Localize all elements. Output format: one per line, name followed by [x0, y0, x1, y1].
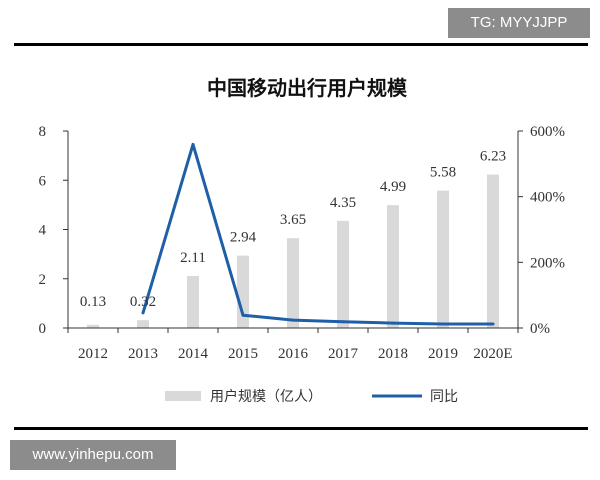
bar-2014 [187, 276, 199, 328]
line-point-2019 [441, 322, 445, 326]
x-tick-label: 2019 [428, 346, 458, 362]
data-label-2013: 0.32 [130, 294, 156, 310]
watermark-bottom: www.yinhepu.com [10, 440, 176, 470]
bar-2013 [137, 320, 149, 328]
x-tick-label: 2013 [128, 346, 158, 362]
bars-group [87, 174, 499, 328]
y-right-tick-label: 400% [530, 190, 565, 206]
x-tick-label: 2020E [473, 346, 512, 362]
line-point-2016 [291, 318, 295, 322]
y-left-tick-label: 4 [39, 223, 47, 239]
data-label-2014: 2.11 [180, 250, 206, 266]
legend-label-line: 同比 [430, 389, 458, 405]
top-rule [14, 43, 588, 46]
line-group [141, 142, 495, 326]
y-right-tick-label: 600% [530, 124, 565, 140]
axes-group: 0 2 4 6 8 0% 200% 400% 600% 2012 2013 2014 2015 2016 2… [39, 124, 566, 362]
y-left-tick-label: 0 [39, 321, 47, 337]
y-left-tick-label: 2 [39, 272, 47, 288]
watermark-top: TG: MYYJJPP [448, 8, 590, 38]
data-label-2019: 5.58 [430, 165, 456, 181]
x-tick-label: 2018 [378, 346, 408, 362]
line-point-2018 [391, 321, 395, 325]
line-point-2015 [241, 313, 245, 317]
line-point-2014 [191, 142, 195, 146]
chart-title: 中国移动出行用户规模 [207, 76, 408, 100]
bar-2016 [287, 238, 299, 328]
x-tick-label: 2017 [328, 346, 359, 362]
data-labels-group: 0.13 0.32 2.11 2.94 3.65 4.35 4.99 5.58 6.23 [80, 149, 506, 310]
line-point-2013 [141, 311, 145, 315]
bar-2015 [237, 255, 249, 328]
legend: 用户规模（亿人） 同比 [165, 388, 458, 405]
y-left-tick-label: 8 [39, 124, 47, 140]
line-point-2020E [491, 322, 495, 326]
data-label-2020E: 6.23 [480, 149, 506, 165]
y-left-tick-label: 6 [39, 173, 47, 189]
bottom-rule [14, 427, 588, 430]
y-right-tick-label: 200% [530, 255, 565, 271]
line-point-2017 [341, 320, 345, 324]
data-label-2015: 2.94 [230, 230, 257, 246]
data-label-2017: 4.35 [330, 195, 356, 211]
bar-2012 [87, 324, 99, 328]
x-tick-label: 2014 [178, 346, 209, 362]
bar-2019 [437, 190, 449, 328]
x-tick-label: 2016 [278, 346, 309, 362]
x-tick-label: 2015 [228, 346, 258, 362]
legend-label-bars: 用户规模（亿人） [210, 388, 322, 405]
bar-2017 [337, 220, 349, 328]
line-series-yoy [141, 142, 493, 326]
bar-2020E [487, 174, 499, 328]
data-label-2016: 3.65 [280, 212, 306, 228]
bar-2018 [387, 205, 399, 328]
data-label-2012: 0.13 [80, 294, 106, 310]
x-tick-label: 2012 [78, 346, 108, 362]
legend-swatch-bars [165, 391, 201, 401]
data-label-2018: 4.99 [380, 179, 406, 195]
y-right-tick-label: 0% [530, 321, 550, 337]
